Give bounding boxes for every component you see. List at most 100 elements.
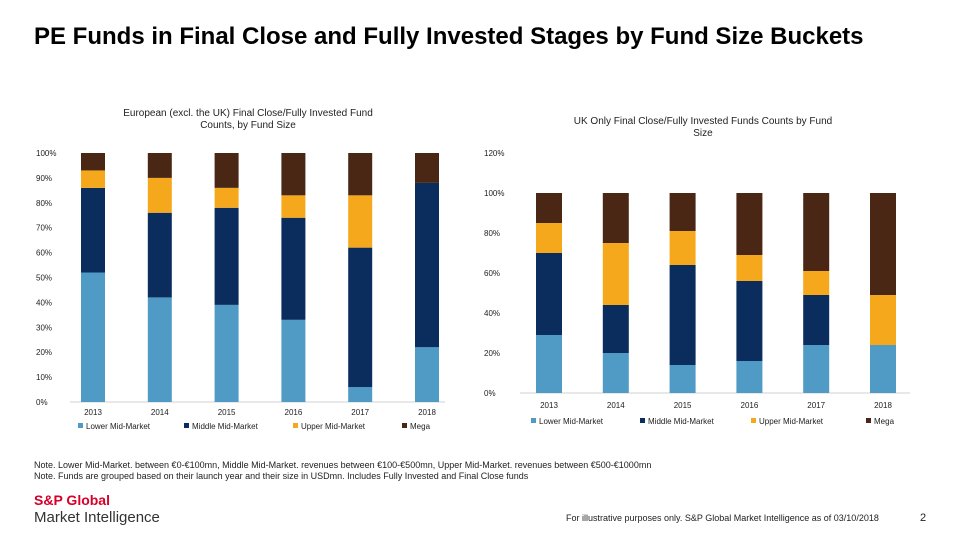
- left-legend-label: Mega: [410, 422, 431, 431]
- right-y-tick-label: 20%: [484, 349, 500, 358]
- left-bar-2013-lower-mid-market: [81, 272, 105, 402]
- right-bar-2016-upper-mid-market: [736, 255, 763, 281]
- left-y-tick-label: 40%: [36, 298, 52, 307]
- right-bar-2013-mega: [536, 193, 562, 223]
- left-y-tick-label: 20%: [36, 348, 52, 357]
- left-bar-2018-middle-mid-market: [415, 182, 439, 348]
- right-bar-2013-upper-mid-market: [536, 223, 562, 253]
- left-legend-swatch: [293, 423, 298, 428]
- right-bar-2017-middle-mid-market: [803, 295, 830, 345]
- left-y-tick-label: 30%: [36, 323, 52, 332]
- left-y-tick-label: 60%: [36, 249, 52, 258]
- right-bar-2018-upper-mid-market: [870, 295, 896, 345]
- left-y-tick-label: 80%: [36, 199, 52, 208]
- right-bar-2017-upper-mid-market: [803, 271, 830, 295]
- left-bar-2014-upper-mid-market: [147, 177, 172, 213]
- left-y-tick-label: 0%: [36, 398, 48, 407]
- brand-name: S&P Global: [34, 492, 110, 508]
- right-bar-2015-upper-mid-market: [669, 231, 696, 265]
- left-bar-2016-lower-mid-market: [281, 319, 306, 402]
- right-x-tick-label: 2013: [540, 401, 558, 410]
- left-bar-2016-mega: [281, 153, 306, 196]
- left-y-tick-label: 10%: [36, 373, 52, 382]
- left-bar-2018-mega: [415, 153, 439, 183]
- right-x-tick-label: 2014: [607, 401, 625, 410]
- right-y-tick-label: 40%: [484, 309, 500, 318]
- right-x-tick-label: 2016: [741, 401, 759, 410]
- right-bar-2016-mega: [736, 193, 763, 255]
- left-y-tick-label: 90%: [36, 174, 52, 183]
- right-bar-2017-mega: [803, 193, 830, 271]
- right-bar-2018-mega: [870, 193, 896, 295]
- left-bar-2017-lower-mid-market: [348, 387, 373, 402]
- left-bar-2017-upper-mid-market: [348, 195, 373, 248]
- left-bar-2015-upper-mid-market: [214, 187, 239, 208]
- right-bar-2017-lower-mid-market: [803, 345, 830, 393]
- right-legend-label: Mega: [874, 417, 895, 426]
- right-bar-2014-lower-mid-market: [602, 353, 629, 393]
- right-legend-label: Middle Mid-Market: [648, 417, 715, 426]
- left-y-tick-label: 50%: [36, 274, 52, 283]
- right-legend-swatch: [531, 418, 536, 423]
- left-bar-2014-middle-mid-market: [147, 212, 172, 298]
- left-bar-2015-lower-mid-market: [214, 304, 239, 402]
- left-bar-2013-mega: [81, 153, 105, 171]
- left-legend-label: Middle Mid-Market: [192, 422, 259, 431]
- page-title: PE Funds in Final Close and Fully Invest…: [34, 23, 864, 50]
- right-bar-2016-middle-mid-market: [736, 281, 763, 361]
- left-legend-swatch: [78, 423, 83, 428]
- left-legend-label: Lower Mid-Market: [86, 422, 151, 431]
- right-y-tick-label: 0%: [484, 389, 496, 398]
- left-y-tick-label: 100%: [36, 149, 56, 158]
- right-bar-2013-lower-mid-market: [536, 335, 562, 393]
- notes: Note. Lower Mid-Market. between €0-€100m…: [34, 460, 914, 482]
- left-bar-2016-upper-mid-market: [281, 195, 306, 218]
- right-bar-2014-upper-mid-market: [602, 243, 629, 305]
- left-chart-title: European (excl. the UK) Final Close/Full…: [123, 108, 373, 131]
- left-bar-2017-mega: [348, 153, 373, 196]
- left-x-tick-label: 2017: [351, 408, 369, 417]
- left-bar-2014-lower-mid-market: [147, 297, 172, 402]
- right-legend-label: Lower Mid-Market: [539, 417, 604, 426]
- right-bar-2015-middle-mid-market: [669, 265, 696, 365]
- right-chart-title: UK Only Final Close/Fully Invested Funds…: [573, 116, 833, 139]
- left-x-tick-label: 2015: [218, 408, 236, 417]
- right-legend-label: Upper Mid-Market: [759, 417, 824, 426]
- right-bar-2014-mega: [602, 193, 629, 243]
- left-bar-2015-mega: [214, 153, 239, 188]
- right-legend-swatch: [866, 418, 871, 423]
- left-y-tick-label: 70%: [36, 224, 52, 233]
- right-x-tick-label: 2018: [874, 401, 892, 410]
- right-bar-2015-lower-mid-market: [669, 365, 696, 393]
- right-x-tick-label: 2017: [807, 401, 825, 410]
- right-legend-swatch: [640, 418, 645, 423]
- left-bar-2016-middle-mid-market: [281, 217, 306, 320]
- right-y-tick-label: 60%: [484, 269, 500, 278]
- left-legend-swatch: [402, 423, 407, 428]
- left-bar-2018-lower-mid-market: [415, 347, 439, 402]
- note-line-1: Note. Lower Mid-Market. between €0-€100m…: [34, 460, 652, 470]
- left-x-tick-label: 2018: [418, 408, 436, 417]
- note-line-2: Note. Funds are grouped based on their l…: [34, 471, 529, 481]
- left-legend-label: Upper Mid-Market: [301, 422, 366, 431]
- right-x-tick-label: 2015: [674, 401, 692, 410]
- right-bar-2018-lower-mid-market: [870, 345, 896, 393]
- right-legend-swatch: [751, 418, 756, 423]
- left-x-tick-label: 2014: [151, 408, 169, 417]
- left-bar-2014-mega: [147, 153, 172, 178]
- right-bar-2016-lower-mid-market: [736, 361, 763, 393]
- right-y-tick-label: 120%: [484, 149, 504, 158]
- brand-logo: S&P Global Market Intelligence: [34, 492, 160, 528]
- right-y-tick-label: 100%: [484, 189, 504, 198]
- right-bar-2013-middle-mid-market: [536, 253, 562, 335]
- left-bar-2013-middle-mid-market: [81, 187, 105, 273]
- left-x-tick-label: 2016: [285, 408, 303, 417]
- brand-subtitle: Market Intelligence: [34, 509, 160, 526]
- left-bar-2015-middle-mid-market: [214, 207, 239, 305]
- page-number: 2: [920, 512, 927, 524]
- right-bar-2014-middle-mid-market: [602, 305, 629, 353]
- left-bar-2013-upper-mid-market: [81, 170, 105, 188]
- left-bar-2017-middle-mid-market: [348, 247, 373, 388]
- right-bar-2015-mega: [669, 193, 696, 231]
